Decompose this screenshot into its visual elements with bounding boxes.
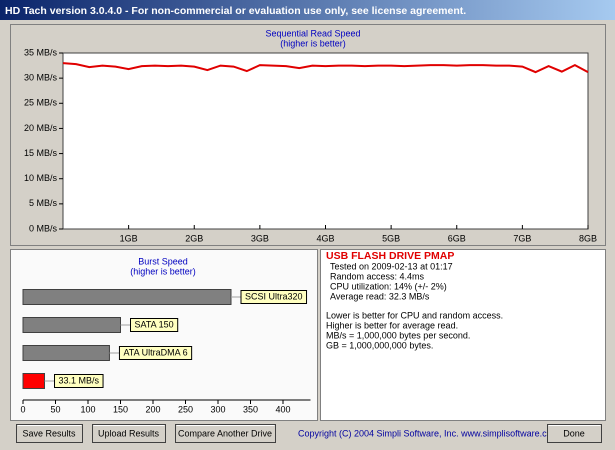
drive-name: USB FLASH DRIVE PMAP xyxy=(326,250,454,262)
y-tick-label: 35 MB/s xyxy=(24,47,58,57)
read-speed-line xyxy=(62,62,589,74)
y-tick-label: 10 MB/s xyxy=(24,173,58,183)
title-bar xyxy=(0,0,615,20)
burst-panel xyxy=(10,249,318,421)
y-tick-label: 5 MB/s xyxy=(29,198,58,208)
x-tick-label: 350 xyxy=(243,404,258,414)
info-note: Higher is better for average read. xyxy=(326,320,458,330)
x-tick-label: 4GB xyxy=(316,233,334,243)
info-panel xyxy=(320,249,606,421)
x-tick-label: 6GB xyxy=(448,233,466,243)
button-face xyxy=(92,424,166,443)
x-tick-label: 50 xyxy=(50,404,60,414)
x-tick-label: 400 xyxy=(275,404,290,414)
button[interactable]: Save Results xyxy=(16,424,83,443)
x-tick-label: 300 xyxy=(210,404,225,414)
bar xyxy=(22,345,110,361)
y-tick-label: 15 MB/s xyxy=(24,148,58,158)
x-tick-label: 8GB xyxy=(579,233,597,243)
read-title: Sequential Read Speed xyxy=(265,28,360,38)
label-box xyxy=(54,374,104,388)
bar-label: 33.1 MB/s xyxy=(59,375,100,385)
y-tick-label: 20 MB/s xyxy=(24,123,58,133)
x-tick-label: 3GB xyxy=(251,233,269,243)
x-tick-label: 200 xyxy=(145,404,160,414)
x-tick-label: 150 xyxy=(113,404,128,414)
bar xyxy=(22,317,121,333)
done-button[interactable]: Done xyxy=(547,424,602,443)
info-note: MB/s = 1,000,000 bytes per second. xyxy=(326,330,470,340)
x-tick-label: 5GB xyxy=(382,233,400,243)
info-note: Lower is better for CPU and random acces… xyxy=(326,310,503,320)
info-line: CPU utilization: 14% (+/- 2%) xyxy=(330,281,447,291)
button-label: Upload Results xyxy=(98,428,160,438)
button-label: Save Results xyxy=(22,428,76,438)
info-line: Random access: 4.4ms xyxy=(330,271,425,281)
read-subtitle: (higher is better) xyxy=(280,38,346,48)
bar-label: ATA UltraDMA 6 xyxy=(123,347,187,357)
label-box xyxy=(118,346,193,360)
button[interactable]: Upload Results xyxy=(92,424,166,443)
label-box xyxy=(130,318,179,332)
bar xyxy=(22,289,232,305)
done-button-label: Done xyxy=(563,428,585,438)
button-face xyxy=(16,424,83,443)
burst-subtitle: (higher is better) xyxy=(130,266,196,276)
burst-title: Burst Speed xyxy=(138,256,188,266)
read-plot xyxy=(62,52,589,230)
copyright: Copyright (C) 2004 Simpli Software, Inc.… xyxy=(298,428,559,438)
y-tick-label: 25 MB/s xyxy=(24,98,58,108)
y-tick-label: 30 MB/s xyxy=(24,73,58,83)
x-tick-label: 100 xyxy=(80,404,95,414)
bar-label: SATA 150 xyxy=(135,319,174,329)
x-tick-label: 250 xyxy=(178,404,193,414)
label-box xyxy=(240,290,308,304)
x-tick-label: 0 xyxy=(20,404,25,414)
bar-label: SCSI Ultra320 xyxy=(245,291,303,301)
bar xyxy=(22,373,46,389)
info-line: Tested on 2009-02-13 at 01:17 xyxy=(330,261,453,271)
x-tick-label: 7GB xyxy=(513,233,531,243)
x-tick-label: 2GB xyxy=(185,233,203,243)
y-tick-label: 0 MB/s xyxy=(29,223,58,233)
info-note: GB = 1,000,000,000 bytes. xyxy=(326,340,433,350)
info-line: Average read: 32.3 MB/s xyxy=(330,291,430,301)
x-tick-label: 1GB xyxy=(120,233,138,243)
button-face xyxy=(175,424,276,443)
done-button-face xyxy=(547,424,602,443)
window-title: HD Tach version 3.0.4.0 - For non-commer… xyxy=(5,5,466,17)
button-label: Compare Another Drive xyxy=(178,428,272,438)
button[interactable]: Compare Another Drive xyxy=(175,424,276,443)
